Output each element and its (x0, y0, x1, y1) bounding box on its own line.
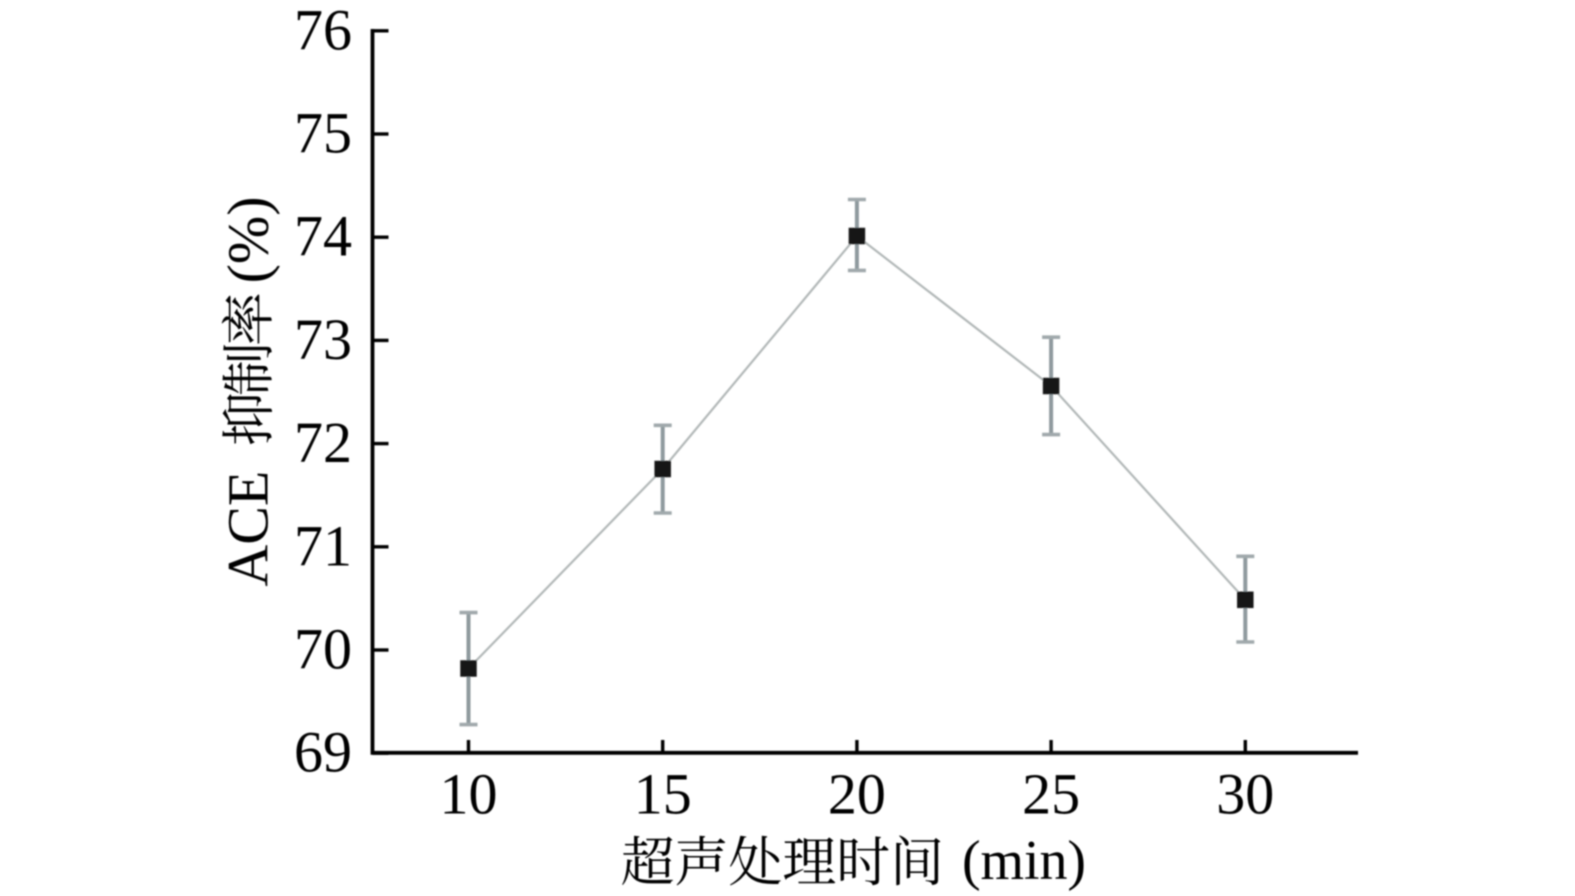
svg-text:69: 69 (294, 720, 352, 785)
svg-text:(%): (%) (216, 196, 281, 283)
svg-text:30: 30 (1216, 762, 1274, 827)
svg-text:72: 72 (294, 410, 352, 475)
svg-text:75: 75 (294, 101, 352, 166)
svg-text:71: 71 (294, 513, 352, 578)
svg-text:10: 10 (440, 762, 498, 827)
svg-text:74: 74 (294, 204, 352, 269)
svg-text:76: 76 (294, 0, 352, 62)
svg-text:70: 70 (294, 617, 352, 682)
svg-text:ACE: ACE (216, 471, 281, 587)
svg-text:73: 73 (294, 307, 352, 372)
svg-text:(min): (min) (962, 830, 1086, 892)
svg-text:25: 25 (1022, 762, 1080, 827)
svg-text:15: 15 (634, 762, 692, 827)
svg-text:20: 20 (828, 762, 886, 827)
